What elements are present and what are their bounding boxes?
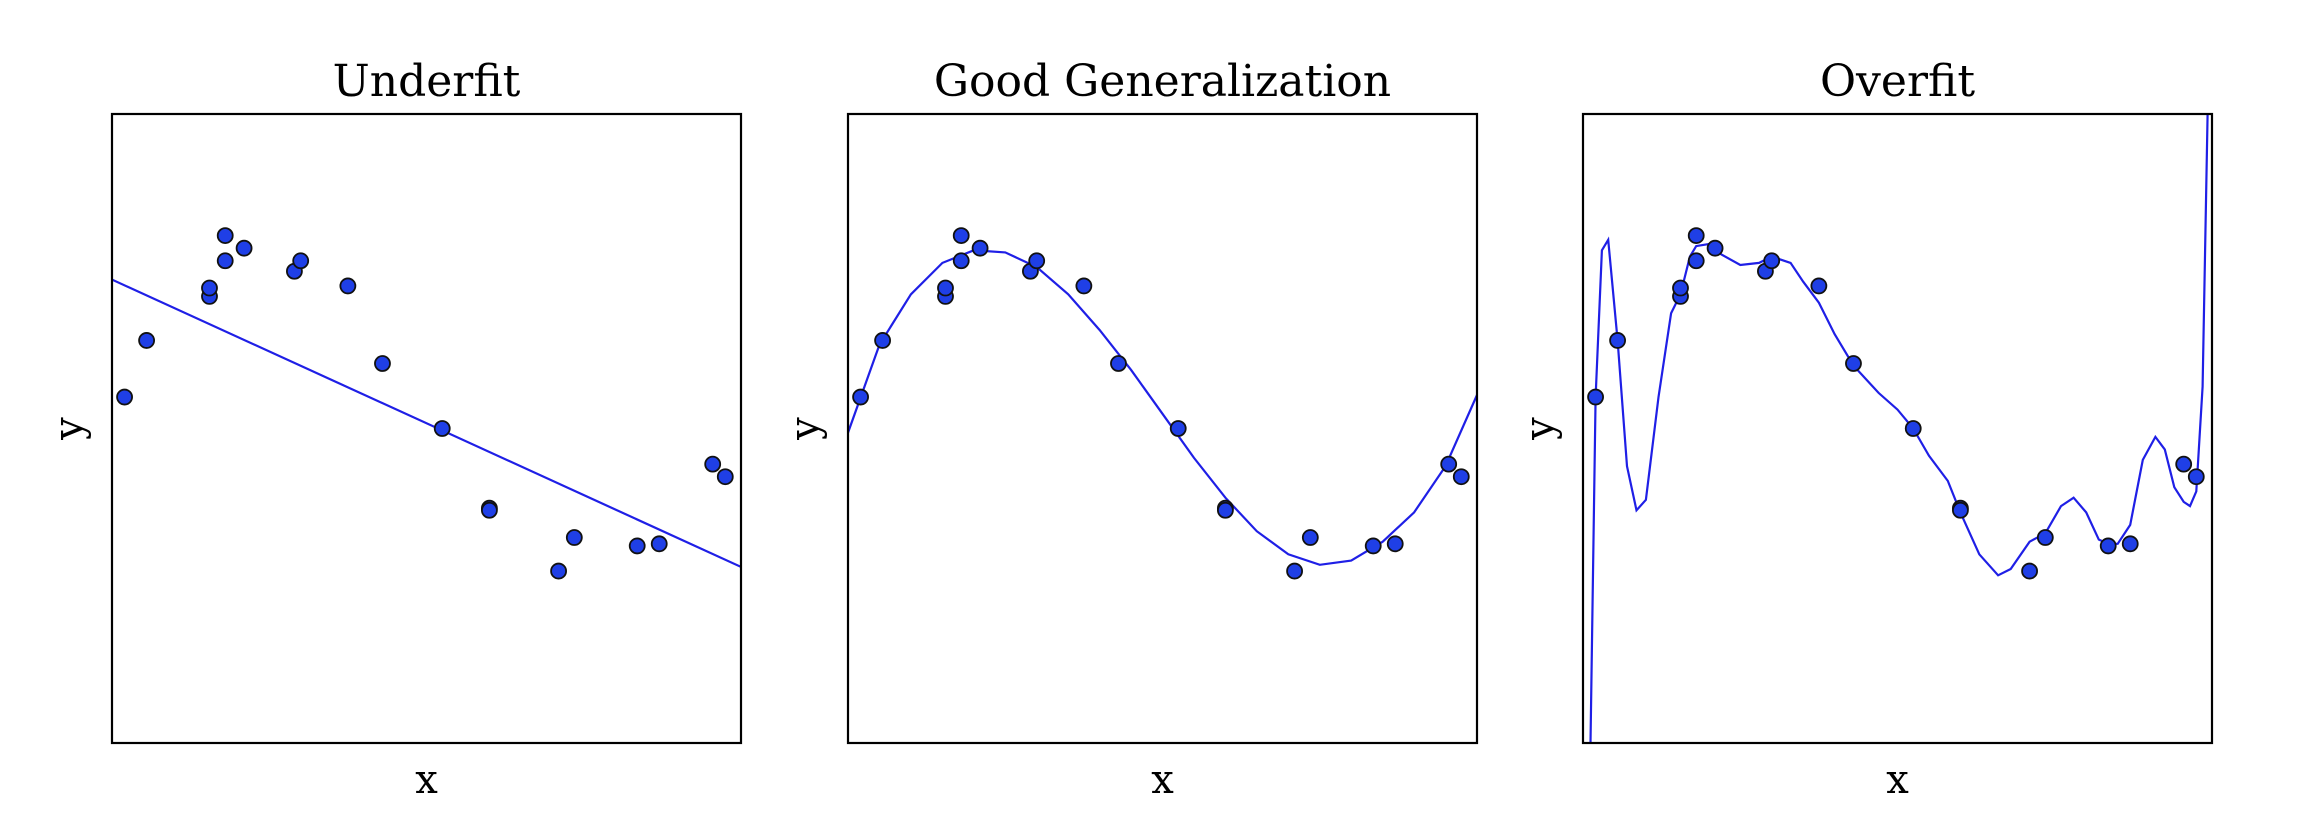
x-axis-label: x (1151, 757, 1174, 803)
data-point (1110, 355, 1127, 372)
data-point (704, 455, 722, 473)
data-point (565, 529, 583, 546)
data-point (480, 501, 498, 519)
data-point (1286, 562, 1303, 580)
chart-panel-1: Underfit x y (46, 56, 743, 803)
data-point (628, 537, 646, 555)
data-point (852, 388, 869, 406)
data-point (1301, 529, 1319, 546)
data-point (1810, 277, 1828, 295)
data-point (550, 562, 567, 580)
data-point (874, 332, 891, 349)
x-axis-label: x (1886, 757, 1909, 803)
data-point (433, 420, 451, 437)
data-point (650, 535, 668, 553)
data-point (1609, 332, 1626, 349)
chart-panel-3: Overfit x y (1517, 56, 2214, 803)
y-axis-label: y (1517, 417, 1563, 441)
data-point (1687, 252, 1705, 270)
data-point (1440, 455, 1458, 473)
data-point (1452, 468, 1470, 486)
data-point (138, 332, 155, 349)
data-point (2021, 562, 2038, 580)
axes-frame (846, 112, 1479, 745)
data-point (1687, 227, 1705, 245)
data-point (2036, 529, 2054, 546)
data-point (1845, 355, 1862, 372)
y-axis-label: y (782, 417, 828, 441)
data-point (2121, 535, 2139, 553)
data-point (216, 227, 234, 245)
data-point (1364, 537, 1382, 555)
data-point (1952, 501, 1969, 519)
panel-title: Good Generalization (934, 56, 1391, 107)
data-point (2187, 468, 2205, 486)
data-point (971, 239, 989, 257)
x-axis-label: x (415, 757, 438, 803)
chart-panel-2: Good Generalization x y (782, 56, 1479, 803)
data-point (1706, 239, 1724, 257)
data-point (216, 252, 234, 270)
data-point (1386, 535, 1404, 553)
data-point (952, 227, 970, 245)
data-point (1217, 501, 1234, 519)
data-point (1028, 252, 1046, 270)
data-point (1672, 279, 1689, 297)
panel-title: Underfit (333, 56, 521, 107)
data-point (116, 388, 133, 406)
fit-curve (1589, 114, 2209, 743)
data-point (716, 468, 734, 486)
data-point (952, 252, 970, 270)
panel-title: Overfit (1820, 56, 1975, 107)
data-point (1075, 277, 1093, 295)
data-point (1763, 252, 1781, 270)
data-point (2099, 537, 2117, 555)
data-point (201, 279, 218, 297)
data-point (1169, 420, 1187, 437)
axes-frame (1581, 112, 2214, 745)
data-point (235, 239, 253, 257)
data-point (292, 252, 310, 270)
data-point (339, 277, 357, 295)
data-point (937, 279, 954, 297)
axes-frame (110, 112, 743, 745)
data-point (2175, 455, 2193, 473)
y-axis-label: y (46, 417, 92, 441)
data-point (1904, 420, 1922, 437)
data-point (374, 355, 391, 372)
data-point (1587, 388, 1604, 406)
fit-curve (112, 278, 741, 568)
